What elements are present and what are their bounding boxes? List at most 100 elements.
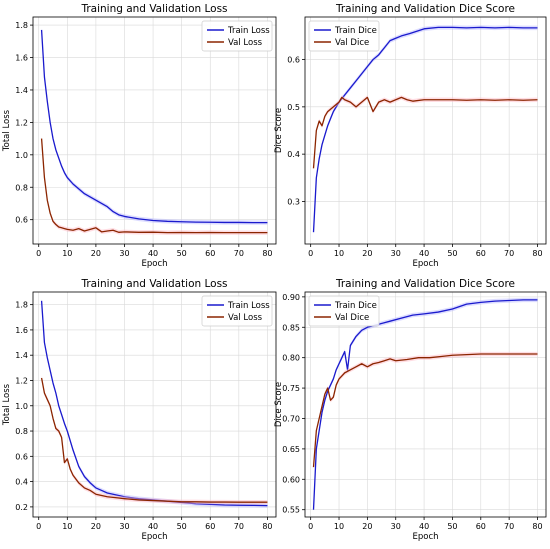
chart-title: Training and Validation Dice Score: [335, 278, 515, 290]
y-tick-label: 1.6: [15, 326, 28, 335]
y-tick-label: 1.8: [15, 21, 28, 30]
x-tick-label: 40: [419, 522, 429, 531]
y-tick-label: 0.6: [15, 216, 28, 225]
y-tick-label: 0.6: [287, 56, 300, 65]
legend: Train Dice Val Dice: [308, 20, 380, 52]
y-tick-label: 1.2: [15, 118, 28, 127]
train-legend-label: Train Dice: [334, 26, 377, 36]
y-tick-label: 0.65: [282, 445, 300, 454]
train-legend-label: Train Loss: [227, 301, 270, 311]
train-series-line: [40, 300, 268, 507]
plot-frame: [32, 291, 277, 518]
val-series-line: [312, 96, 538, 169]
x-tick-label: 40: [419, 249, 429, 258]
y-axis-label: Dice Score: [274, 382, 284, 427]
x-tick-label: 30: [391, 249, 401, 258]
legend-box: [201, 295, 273, 327]
x-tick-label: 30: [119, 522, 129, 531]
y-tick-label: 0.60: [282, 475, 300, 484]
x-tick-label: 0: [36, 249, 41, 258]
plot-frame: [32, 16, 277, 245]
y-axis-label: Dice Score: [274, 108, 284, 153]
chart-1: 0 10 20 30 40 50 60 70 80 0.6 0.8 1.0 1.2 1.4 1.6 1.8 Tr…: [2, 3, 277, 269]
x-tick-label: 0: [308, 522, 313, 531]
x-tick-label: 70: [234, 249, 244, 258]
x-tick-label: 70: [504, 522, 514, 531]
x-tick-label: 50: [447, 522, 457, 531]
val-legend-label: Val Loss: [228, 313, 263, 323]
train-series-line: [312, 299, 538, 510]
y-tick-label: 0.6: [15, 452, 28, 461]
y-tick-label: 0.2: [15, 503, 28, 512]
train-legend-label: Train Loss: [227, 26, 270, 36]
y-axis-label: Total Loss: [2, 109, 12, 152]
x-tick-label: 80: [532, 249, 542, 258]
legend: Train Dice Val Dice: [308, 295, 380, 327]
x-tick-label: 80: [262, 522, 272, 531]
y-tick-label: 0.90: [282, 293, 300, 302]
legend: Train Loss Val Loss: [201, 20, 273, 52]
x-tick-label: 60: [476, 522, 486, 531]
x-tick-label: 0: [36, 522, 41, 531]
y-tick-label: 0.4: [15, 478, 28, 487]
legend-box: [308, 20, 380, 52]
x-tick-label: 0: [308, 249, 313, 258]
y-tick-label: 0.55: [282, 506, 300, 515]
x-tick-label: 60: [205, 249, 215, 258]
y-tick-label: 0.75: [282, 384, 300, 393]
x-axis-label: Epoch: [412, 259, 438, 269]
val-series-line: [312, 353, 538, 468]
x-tick-label: 10: [62, 522, 72, 531]
val-legend-label: Val Loss: [228, 38, 263, 48]
x-axis-label: Epoch: [141, 532, 167, 542]
x-tick-label: 60: [205, 522, 215, 531]
val-series-line: [40, 377, 268, 503]
y-tick-label: 1.8: [15, 301, 28, 310]
x-tick-label: 20: [362, 522, 372, 531]
val-legend-label: Val Dice: [335, 313, 369, 323]
x-tick-label: 20: [91, 522, 101, 531]
x-tick-label: 20: [362, 249, 372, 258]
y-tick-label: 1.2: [15, 376, 28, 385]
chart-title: Training and Validation Dice Score: [335, 3, 515, 15]
plot-frame: [304, 16, 547, 245]
val-band: [313, 95, 538, 171]
x-tick-label: 20: [91, 249, 101, 258]
y-tick-label: 0.8: [15, 427, 28, 436]
x-tick-label: 40: [148, 249, 158, 258]
x-tick-label: 50: [177, 522, 187, 531]
legend: Train Loss Val Loss: [201, 295, 273, 327]
y-tick-label: 0.70: [282, 414, 300, 423]
y-tick-label: 0.3: [287, 197, 300, 206]
x-axis-label: Epoch: [412, 532, 438, 542]
y-tick-label: 0.8: [15, 183, 28, 192]
y-tick-label: 1.6: [15, 54, 28, 63]
y-axis-label: Total Loss: [2, 383, 12, 426]
legend-box: [308, 295, 380, 327]
val-legend-label: Val Dice: [335, 38, 369, 48]
y-tick-label: 1.0: [15, 151, 28, 160]
x-tick-label: 50: [447, 249, 457, 258]
x-tick-label: 70: [234, 522, 244, 531]
y-tick-label: 0.85: [282, 323, 300, 332]
x-tick-label: 10: [334, 249, 344, 258]
plot-frame: [304, 291, 547, 518]
train-legend-label: Train Dice: [334, 301, 377, 311]
legend-box: [201, 20, 273, 52]
x-tick-label: 70: [504, 249, 514, 258]
y-tick-label: 0.4: [287, 150, 300, 159]
x-tick-label: 40: [148, 522, 158, 531]
y-tick-label: 0.80: [282, 354, 300, 363]
y-tick-label: 0.5: [287, 103, 300, 112]
chart-2: 0 10 20 30 40 50 60 70 80 0.3 0.4 0.5 0.6 Training an…: [274, 3, 547, 269]
x-tick-label: 80: [262, 249, 272, 258]
chart-4: 0 10 20 30 40 50 60 70 80 0.55 0.60 0.65 0.70 0.75 0.8…: [274, 278, 547, 542]
x-tick-label: 80: [532, 522, 542, 531]
train-band: [313, 297, 538, 512]
y-tick-label: 1.4: [15, 351, 28, 360]
x-tick-label: 60: [476, 249, 486, 258]
x-axis-label: Epoch: [141, 259, 167, 269]
x-tick-label: 50: [177, 249, 187, 258]
val-band: [313, 351, 538, 470]
